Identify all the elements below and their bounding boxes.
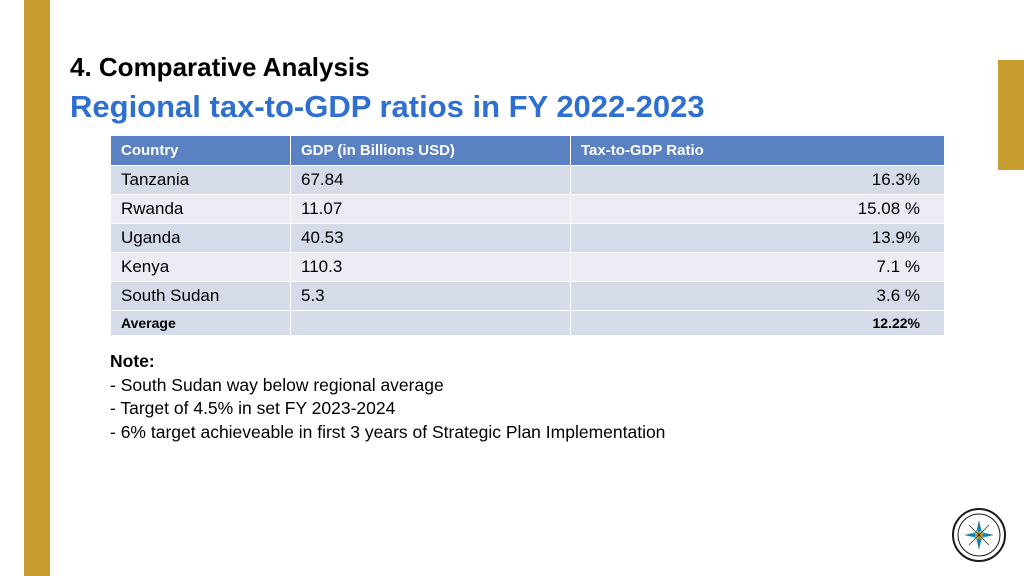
- cell-gdp: 40.53: [291, 224, 571, 253]
- note-line: - South Sudan way below regional average: [110, 375, 444, 395]
- slide-page: 4. Comparative Analysis Regional tax-to-…: [0, 0, 1024, 576]
- nra-logo-icon: [952, 508, 1006, 562]
- cell-ratio: 3.6 %: [571, 282, 945, 311]
- col-country: Country: [111, 136, 291, 166]
- cell-ratio: 15.08 %: [571, 195, 945, 224]
- section-subtitle: Regional tax-to-GDP ratios in FY 2022-20…: [70, 89, 990, 125]
- table-body: Tanzania 67.84 16.3% Rwanda 11.07 15.08 …: [111, 166, 945, 336]
- cell-avg-ratio: 12.22%: [571, 311, 945, 336]
- tax-gdp-table: Country GDP (in Billions USD) Tax-to-GDP…: [110, 135, 945, 336]
- cell-country: Uganda: [111, 224, 291, 253]
- cell-country: Tanzania: [111, 166, 291, 195]
- col-ratio: Tax-to-GDP Ratio: [571, 136, 945, 166]
- cell-ratio: 13.9%: [571, 224, 945, 253]
- table-header-row: Country GDP (in Billions USD) Tax-to-GDP…: [111, 136, 945, 166]
- table-average-row: Average 12.22%: [111, 311, 945, 336]
- cell-gdp: 67.84: [291, 166, 571, 195]
- col-gdp: GDP (in Billions USD): [291, 136, 571, 166]
- note-label: Note:: [110, 351, 155, 371]
- cell-gdp: 5.3: [291, 282, 571, 311]
- section-heading: 4. Comparative Analysis: [70, 52, 990, 83]
- cell-ratio: 16.3%: [571, 166, 945, 195]
- table-row: Rwanda 11.07 15.08 %: [111, 195, 945, 224]
- note-line: - Target of 4.5% in set FY 2023-2024: [110, 398, 395, 418]
- cell-ratio: 7.1 %: [571, 253, 945, 282]
- table-row: Kenya 110.3 7.1 %: [111, 253, 945, 282]
- table-row: South Sudan 5.3 3.6 %: [111, 282, 945, 311]
- cell-country: South Sudan: [111, 282, 291, 311]
- left-accent-bar: [24, 0, 50, 576]
- table-row: Uganda 40.53 13.9%: [111, 224, 945, 253]
- cell-gdp: 11.07: [291, 195, 571, 224]
- table-row: Tanzania 67.84 16.3%: [111, 166, 945, 195]
- content-area: 4. Comparative Analysis Regional tax-to-…: [70, 52, 990, 445]
- cell-avg-gdp: [291, 311, 571, 336]
- cell-country: Rwanda: [111, 195, 291, 224]
- note-block: Note: - South Sudan way below regional a…: [110, 350, 990, 445]
- cell-gdp: 110.3: [291, 253, 571, 282]
- note-line: - 6% target achieveable in first 3 years…: [110, 422, 665, 442]
- cell-country: Kenya: [111, 253, 291, 282]
- cell-avg-label: Average: [111, 311, 291, 336]
- right-accent-bar: [998, 60, 1024, 170]
